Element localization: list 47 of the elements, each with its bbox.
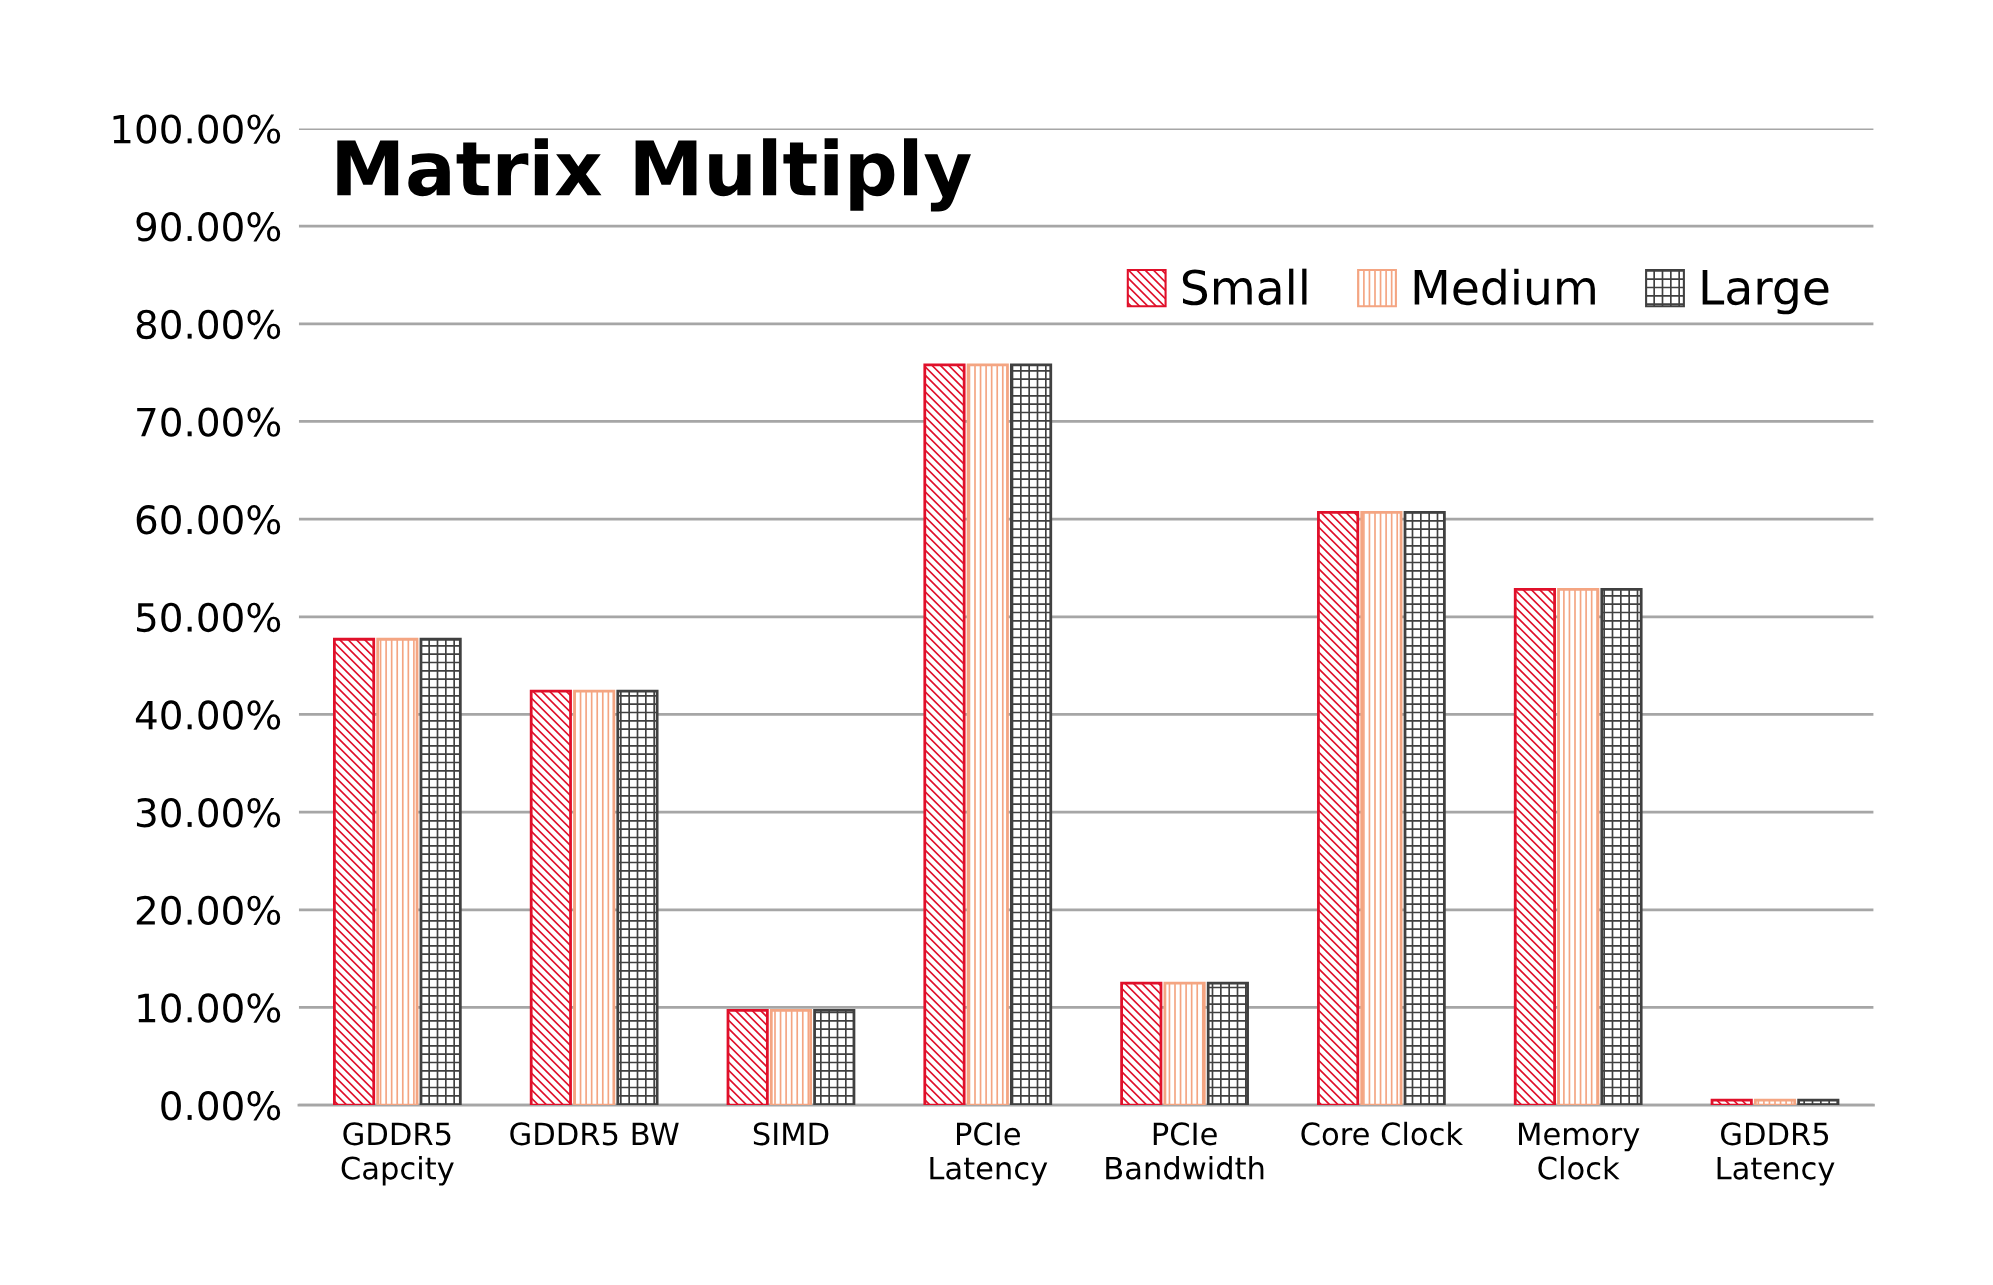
y-tick-label: 10.00% bbox=[138, 993, 281, 1023]
bar bbox=[1163, 981, 1206, 1106]
y-tick-label: 20.00% bbox=[136, 895, 281, 926]
y-tick-label: 0.00% bbox=[161, 1091, 281, 1121]
bar bbox=[616, 689, 659, 1106]
x-tick-label: Memory Clock bbox=[1519, 1122, 1640, 1180]
bar bbox=[1710, 1098, 1753, 1106]
legend-label: Medium bbox=[1414, 268, 1595, 306]
bar bbox=[419, 637, 462, 1106]
x-tick-label: GDDR5 Capcity bbox=[341, 1122, 454, 1186]
bar bbox=[332, 637, 376, 1106]
x-tick-label: GDDR5 Latency bbox=[1717, 1122, 1835, 1186]
bar bbox=[376, 637, 419, 1106]
bar bbox=[726, 1008, 769, 1106]
y-tick-label: 70.00% bbox=[137, 407, 281, 437]
bar bbox=[529, 689, 572, 1106]
x-tick-label: PCIe Latency bbox=[930, 1122, 1048, 1186]
bar bbox=[813, 1008, 856, 1106]
bar bbox=[1010, 363, 1053, 1106]
chart-title: Matrix Multiply bbox=[337, 138, 971, 212]
x-tick-label: GDDR5 BW bbox=[510, 1122, 679, 1146]
legend-label: Small bbox=[1182, 268, 1307, 306]
bar bbox=[966, 363, 1009, 1106]
y-tick-label: 90.00% bbox=[136, 212, 281, 242]
bar bbox=[1120, 981, 1163, 1106]
bar bbox=[769, 1008, 813, 1106]
bar bbox=[1360, 510, 1403, 1106]
x-tick-label: SIMD bbox=[753, 1122, 829, 1146]
legend-label: Large bbox=[1702, 270, 1829, 315]
bar bbox=[1206, 981, 1249, 1106]
y-tick-label: 50.00% bbox=[137, 602, 281, 633]
bar bbox=[1317, 510, 1360, 1106]
y-tick-label: 60.00% bbox=[136, 505, 281, 535]
x-tick-label: Core Clock bbox=[1301, 1121, 1464, 1146]
y-tick-label: 80.00% bbox=[136, 309, 281, 340]
bar bbox=[1557, 588, 1600, 1106]
bar bbox=[573, 689, 616, 1106]
y-tick-label: 30.00% bbox=[136, 798, 281, 828]
y-tick-label: 40.00% bbox=[135, 700, 281, 730]
bar bbox=[1797, 1098, 1840, 1106]
bar bbox=[1753, 1098, 1797, 1106]
bar bbox=[1513, 588, 1556, 1106]
bar bbox=[1600, 588, 1643, 1106]
x-tick-label: PCIe Bandwidth bbox=[1106, 1122, 1264, 1180]
y-tick-label: 100.00% bbox=[113, 114, 281, 144]
bar bbox=[923, 363, 966, 1106]
bar bbox=[1403, 510, 1446, 1106]
